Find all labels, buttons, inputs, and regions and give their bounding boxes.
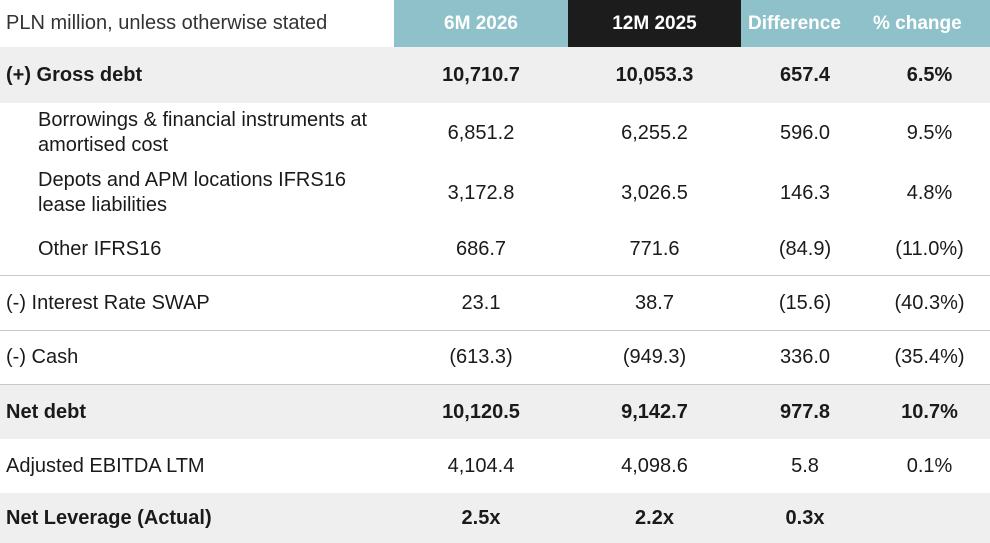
row-label: Other IFRS16 xyxy=(38,237,162,260)
value-percent-change: 6.5% xyxy=(906,63,953,86)
table-row-adjusted-ebitda: Adjusted EBITDA LTM 4,104.4 4,098.6 5.8 … xyxy=(0,439,990,493)
table-row-gross-debt: (+) Gross debt 10,710.7 10,053.3 657.4 6… xyxy=(0,47,990,103)
table-row-other-ifrs16: Other IFRS16 686.7 771.6 (84.9) (11.0%) xyxy=(0,223,990,275)
value-difference: 0.3x xyxy=(785,506,825,529)
value-difference: 146.3 xyxy=(779,181,831,204)
value-6m-2026: 10,710.7 xyxy=(442,63,520,86)
value-12m-2025: 6,255.2 xyxy=(621,121,688,144)
value-difference: 657.4 xyxy=(779,63,831,86)
value-12m-2025: 10,053.3 xyxy=(615,63,694,86)
row-label: Net Leverage (Actual) xyxy=(6,506,212,529)
row-divider xyxy=(0,384,990,385)
value-difference: 336.0 xyxy=(779,346,831,368)
value-difference: (84.9) xyxy=(778,237,832,260)
column-header-difference: Difference xyxy=(741,0,869,47)
value-6m-2026: 2.5x xyxy=(461,506,501,529)
value-percent-change: 4.8% xyxy=(906,181,953,204)
row-divider xyxy=(0,275,990,276)
value-6m-2026: 23.1 xyxy=(461,291,501,314)
value-12m-2025: 3,026.5 xyxy=(621,181,688,204)
value-12m-2025: 2.2x xyxy=(635,506,674,529)
value-12m-2025: (949.3) xyxy=(622,346,687,368)
value-12m-2025: 38.7 xyxy=(635,291,674,314)
column-header-12m-2025: 12M 2025 xyxy=(568,0,741,47)
row-label: Depots and APM locations IFRS16 lease li… xyxy=(38,169,346,216)
value-difference: 977.8 xyxy=(779,400,831,423)
value-12m-2025: 4,098.6 xyxy=(621,454,688,477)
table-row-net-leverage: Net Leverage (Actual) 2.5x 2.2x 0.3x xyxy=(0,493,990,543)
column-header-percent-change: % change xyxy=(869,0,990,47)
row-label: (-) Interest Rate SWAP xyxy=(6,291,210,314)
value-percent-change: 10.7% xyxy=(901,400,958,423)
value-6m-2026: (613.3) xyxy=(449,346,513,368)
table-row-net-debt: Net debt 10,120.5 9,142.7 977.8 10.7% xyxy=(0,385,990,439)
row-label: (+) Gross debt xyxy=(6,63,143,86)
row-label: Borrowings & financial instruments at am… xyxy=(38,109,368,156)
value-12m-2025: 771.6 xyxy=(629,237,680,260)
value-difference: 5.8 xyxy=(791,454,819,477)
unit-note: PLN million, unless otherwise stated xyxy=(6,12,328,34)
value-difference: 596.0 xyxy=(779,121,831,144)
value-percent-change: (11.0%) xyxy=(895,237,964,260)
value-percent-change: 9.5% xyxy=(906,121,953,144)
table-row-cash: (-) Cash (613.3) (949.3) 336.0 (35.4%) xyxy=(0,331,990,384)
value-6m-2026: 10,120.5 xyxy=(442,400,520,423)
table-row-interest-rate-swap: (-) Interest Rate SWAP 23.1 38.7 (15.6) … xyxy=(0,276,990,330)
row-divider xyxy=(0,330,990,331)
value-6m-2026: 686.7 xyxy=(455,237,507,260)
value-12m-2025: 9,142.7 xyxy=(621,400,688,423)
value-percent-change: (35.4%) xyxy=(894,346,965,368)
row-label: (-) Cash xyxy=(6,346,79,368)
value-difference: (15.6) xyxy=(778,291,832,314)
column-header-6m-2026: 6M 2026 xyxy=(394,0,568,47)
row-label: Adjusted EBITDA LTM xyxy=(6,454,205,477)
value-percent-change xyxy=(869,493,990,543)
value-6m-2026: 6,851.2 xyxy=(447,121,515,144)
table-row-depots-ifrs16: Depots and APM locations IFRS16 lease li… xyxy=(0,163,990,223)
value-6m-2026: 4,104.4 xyxy=(447,454,515,477)
value-6m-2026: 3,172.8 xyxy=(447,181,515,204)
table-header: PLN million, unless otherwise stated 6M … xyxy=(0,0,990,47)
value-percent-change: (40.3%) xyxy=(894,291,965,314)
table-row-borrowings: Borrowings & financial instruments at am… xyxy=(0,103,990,163)
value-percent-change: 0.1% xyxy=(906,454,953,477)
row-label: Net debt xyxy=(6,400,86,423)
